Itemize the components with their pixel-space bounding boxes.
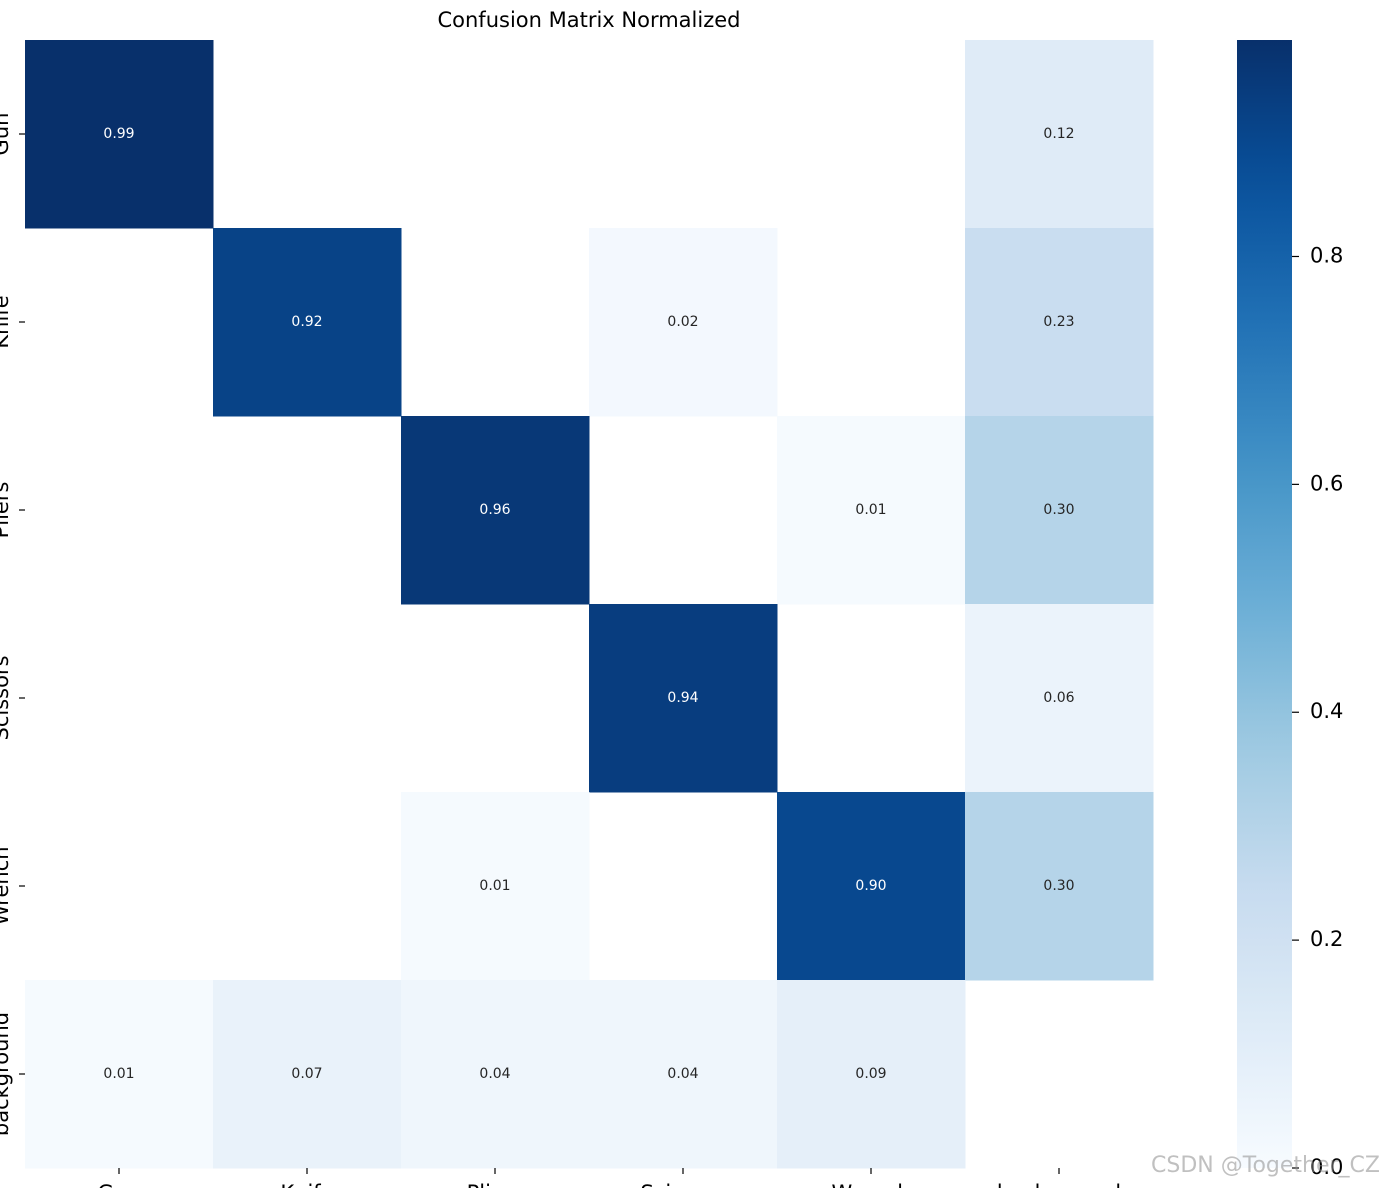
- cell-label: 0.01: [103, 1066, 134, 1082]
- heatmap-cell: [25, 980, 214, 1169]
- colorbar-tick-label: 0.6: [1310, 471, 1343, 495]
- cell-label: 0.94: [667, 690, 698, 706]
- heatmap-cell: [965, 792, 1154, 981]
- cell-label: 0.30: [1043, 878, 1074, 894]
- cell-label: 0.06: [1043, 690, 1074, 706]
- heatmap-cell: [965, 228, 1154, 417]
- chart-title: Confusion Matrix Normalized: [437, 8, 740, 32]
- cell-label: 0.90: [855, 878, 886, 894]
- heatmap-cell: [965, 416, 1154, 605]
- heatmap-cell: [213, 228, 402, 417]
- heatmap-cell: [589, 228, 778, 417]
- heatmap-cell: [401, 980, 590, 1169]
- colorbar-tick-label: 0.4: [1310, 699, 1343, 723]
- y-tick-label: Knife: [0, 295, 13, 348]
- heatmap-cell: [965, 604, 1154, 793]
- y-tick-label: Gun: [0, 113, 13, 156]
- colorbar: [1237, 40, 1292, 1168]
- heatmap-cell: [213, 980, 402, 1169]
- cell-label: 0.09: [855, 1066, 886, 1082]
- x-tick-label: Pliers: [467, 1181, 524, 1188]
- y-tick-label: Pliers: [0, 482, 13, 539]
- cell-label: 0.04: [479, 1066, 510, 1082]
- heatmap-cell: [589, 980, 778, 1169]
- cell-label: 0.23: [1043, 314, 1074, 330]
- x-tick-label: background: [997, 1181, 1121, 1188]
- heatmap-cell: [965, 40, 1154, 229]
- colorbar-tick-label: 0.0: [1310, 1155, 1343, 1179]
- heatmap-cell: [589, 604, 778, 793]
- cell-label: 0.92: [291, 314, 322, 330]
- colorbar-tick-label: 0.8: [1310, 243, 1343, 267]
- cell-label: 0.04: [667, 1066, 698, 1082]
- y-tick-label: Wrench: [0, 846, 13, 925]
- cell-label: 0.99: [103, 126, 134, 142]
- y-tick-label: Scissors: [0, 655, 13, 740]
- cell-label: 0.07: [291, 1066, 322, 1082]
- heatmap-cell: [777, 792, 966, 981]
- watermark: CSDN @Together_CZ: [1151, 1153, 1380, 1178]
- heatmap-cell: [25, 40, 214, 229]
- x-tick-label: Scissors: [640, 1181, 725, 1188]
- x-tick-label: Wrench: [831, 1181, 910, 1188]
- heatmap-cell: [777, 980, 966, 1169]
- cell-label: 0.12: [1043, 126, 1074, 142]
- colorbar-tick-label: 0.2: [1310, 927, 1343, 951]
- heatmap-cell: [401, 416, 590, 605]
- y-tick-label: background: [0, 1012, 13, 1136]
- x-tick-label: Knife: [280, 1181, 333, 1188]
- x-tick-label: Gun: [98, 1181, 141, 1188]
- cell-label: 0.01: [479, 878, 510, 894]
- cell-label: 0.30: [1043, 502, 1074, 518]
- heatmap-cell: [401, 792, 590, 981]
- cell-label: 0.96: [479, 502, 510, 518]
- cell-label: 0.01: [855, 502, 886, 518]
- heatmap-cell: [777, 416, 966, 605]
- cell-label: 0.02: [667, 314, 698, 330]
